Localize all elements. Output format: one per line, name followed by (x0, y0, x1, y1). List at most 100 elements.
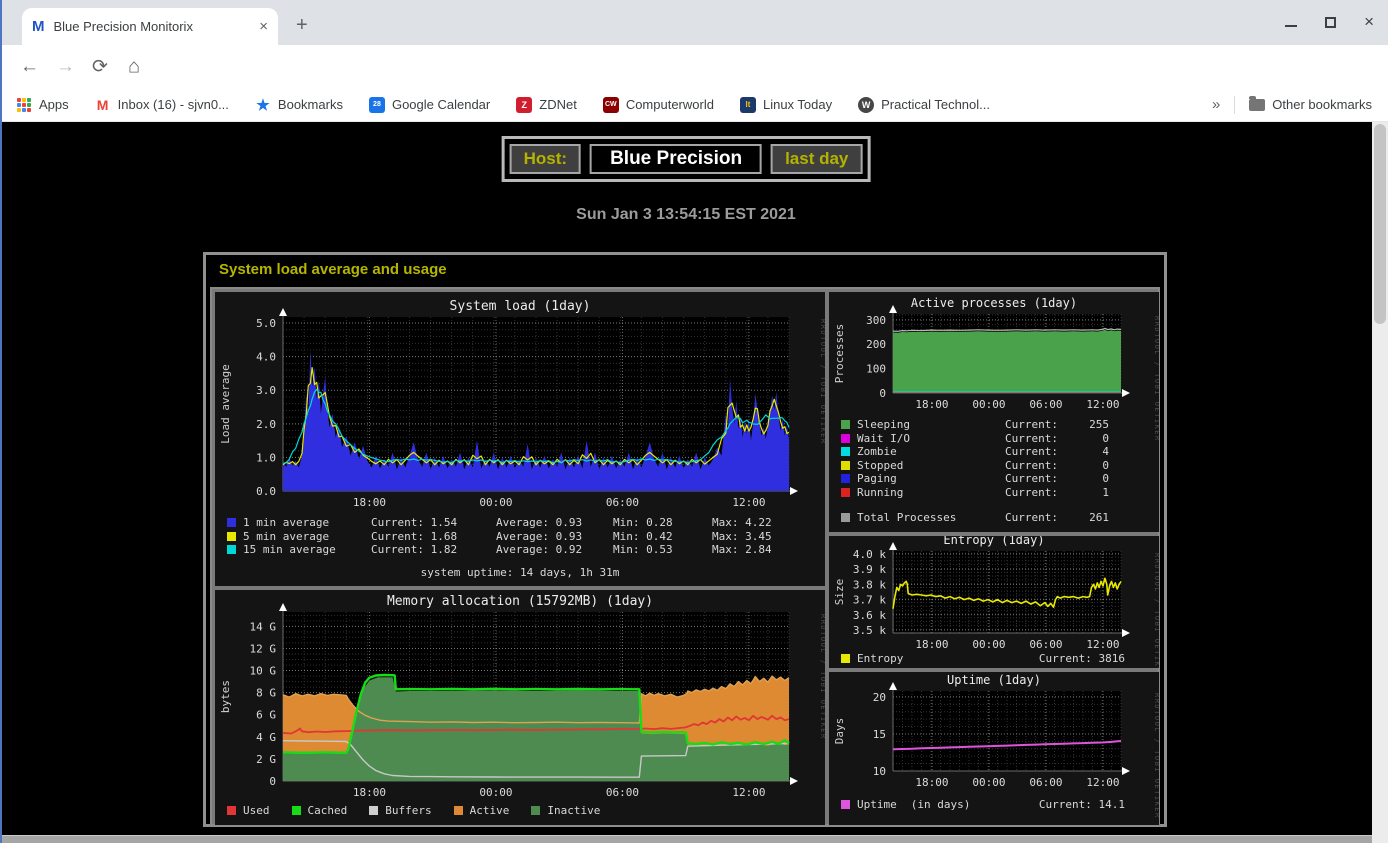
legend-text: Max: 4.22 (712, 516, 772, 530)
legend-text: Max: 3.45 (712, 529, 772, 543)
legend-text: Current: (1005, 472, 1058, 486)
star-blue-icon: ★ (256, 96, 270, 114)
svg-text:12:00: 12:00 (1086, 638, 1119, 651)
back-icon[interactable]: ← (20, 55, 39, 77)
legend-swatch (841, 460, 850, 470)
window-close-button[interactable]: × (1364, 12, 1374, 31)
uptime-legend: Uptime (in days) Current: 14.1 (829, 798, 1159, 812)
report-datetime: Sun Jan 3 13:54:15 EST 2021 (576, 206, 796, 223)
svg-text:Memory allocation (15792MB) (: Memory allocation (15792MB) (1day) (387, 594, 653, 609)
active-processes-graph[interactable]: 0 100 200 300 18:00 00:00 06:00 12:00 Active pro… (829, 292, 1159, 532)
legend-text: Inactive (547, 804, 601, 818)
legend-text: 1 (1102, 485, 1109, 499)
bookmarks-overflow-icon[interactable]: » (1211, 96, 1221, 113)
svg-text:8 G: 8 G (256, 687, 276, 700)
processes-legend: Sleeping Current: 255 Wait I/O Current: 0 Zomb… (829, 418, 1159, 525)
legend-text: Current: 1.68 (371, 529, 458, 543)
window-minimize-button[interactable] (1285, 25, 1298, 27)
bookmark-label: Bookmarks (277, 97, 343, 112)
section-title: System load average and usage (219, 261, 447, 278)
svg-text:06:00: 06:00 (1029, 638, 1062, 651)
bookmark-item[interactable]: lt Linux Today (739, 96, 833, 113)
svg-text:18:00: 18:00 (915, 638, 948, 651)
svg-text:00:00: 00:00 (479, 496, 512, 509)
svg-text:3.9 k: 3.9 k (853, 563, 886, 576)
bookmark-label: Google Calendar (391, 97, 491, 112)
legend-swatch (841, 474, 850, 484)
bookmark-item[interactable]: W Practical Technol... (858, 96, 990, 113)
tab-close-icon[interactable]: × (259, 18, 268, 35)
legend-swatch (531, 806, 541, 816)
svg-text:00:00: 00:00 (972, 638, 1005, 651)
forward-icon[interactable]: → (56, 55, 75, 77)
svg-text:2.0: 2.0 (256, 418, 276, 431)
uptime-plot: 10 15 20 18:00 00:00 06:00 12:00 Uptime (1day) D… (829, 672, 1159, 825)
legend-text: 4 (1102, 445, 1109, 459)
svg-text:3.7 k: 3.7 k (853, 594, 886, 607)
legend-text: Paging (857, 472, 897, 486)
scrollbar-thumb[interactable] (1374, 124, 1386, 324)
bookmark-item[interactable]: ★ Bookmarks (255, 96, 343, 114)
system-load-graph[interactable]: 0.0 1.0 2.0 3.0 4.0 5.0 18:00 00:00 06:00 12:00 Sy… (215, 292, 825, 586)
bookmark-item[interactable]: 28 Google Calendar (368, 96, 491, 113)
legend-swatch (291, 806, 301, 816)
legend-text: 0 (1102, 458, 1109, 472)
window-maximize-button[interactable] (1325, 16, 1337, 28)
new-tab-button[interactable]: + (296, 14, 308, 36)
legend-text: Current: (1005, 445, 1058, 459)
legend-text: Min: 0.42 (613, 529, 673, 543)
legend-text: Stopped (857, 458, 904, 472)
bookmark-label: ZDNet (539, 97, 577, 112)
browser-tab[interactable]: M Blue Precision Monitorix × (22, 8, 278, 45)
bookmark-item[interactable]: Z ZDNet (516, 96, 577, 113)
legend-text: 5 min average (243, 529, 330, 543)
svg-text:100: 100 (866, 363, 886, 376)
legend-text: Wait I/O (857, 431, 910, 445)
bookmark-item[interactable]: M Inbox (16) - sjvn0... (95, 97, 229, 113)
svg-text:0: 0 (269, 775, 276, 788)
svg-text:0.0: 0.0 (256, 485, 276, 498)
svg-text:18:00: 18:00 (353, 496, 386, 509)
svg-text:Size: Size (833, 579, 846, 606)
legend-text: Current: (1005, 511, 1058, 525)
memory-allocation-graph[interactable]: 0 2 G 4 G 6 G 8 G 10 G 12 G 14 G 18:00 00:00 06:00… (215, 590, 825, 825)
legend-text: Zombie (857, 445, 897, 459)
legend-swatch (369, 806, 379, 816)
svg-text:Active processes (1day): Active processes (1day) (911, 296, 1077, 310)
bookmark-label: Linux Today (762, 97, 833, 112)
reload-icon[interactable]: ⟳ (92, 56, 108, 77)
uptime-graph[interactable]: 10 15 20 18:00 00:00 06:00 12:00 Uptime (1day) D… (829, 672, 1159, 825)
bookmarks-bar: Apps M Inbox (16) - sjvn0... ★ Bookmarks 28 Go… (0, 88, 1388, 122)
bookmark-item[interactable]: CW Computerworld (602, 96, 714, 113)
legend-swatch (453, 806, 463, 816)
legend-text: Current: (1005, 458, 1058, 472)
legend-swatch (841, 487, 850, 497)
svg-text:12 G: 12 G (250, 642, 277, 655)
zdnet-icon: Z (516, 96, 533, 113)
scrollbar[interactable] (1372, 122, 1388, 843)
legend-text: Max: 2.84 (712, 543, 772, 557)
legend-text: 1 min average (243, 516, 330, 530)
svg-text:06:00: 06:00 (1029, 776, 1062, 789)
monitorix-favicon: M (32, 18, 45, 35)
svg-text:10 G: 10 G (250, 665, 277, 678)
svg-text:2 G: 2 G (256, 753, 276, 766)
home-icon[interactable]: ⌂ (128, 55, 141, 77)
legend-total-row: Total Processes Current: 261 (829, 511, 1159, 525)
legend-text: Min: 0.28 (613, 516, 673, 530)
svg-text:Processes: Processes (833, 324, 846, 384)
svg-text:20: 20 (873, 691, 886, 704)
svg-text:System load (1day): System load (1day) (450, 299, 591, 314)
svg-text:4.0: 4.0 (256, 351, 276, 364)
gmail-icon: M (96, 96, 109, 113)
bookmark-item[interactable]: Apps (16, 97, 69, 113)
legend-text: Active (469, 804, 510, 818)
entropy-graph[interactable]: 3.5 k 3.6 k 3.7 k 3.8 k 3.9 k 4.0 k 18:00 00:00… (829, 536, 1159, 668)
svg-text:10: 10 (873, 765, 886, 778)
host-label: Host: (509, 144, 582, 174)
legend-text: Uptime (857, 798, 897, 812)
memory-plot: 0 2 G 4 G 6 G 8 G 10 G 12 G 14 G 18:00 00:00 06:00… (215, 590, 825, 825)
browser-titlebar: M Blue Precision Monitorix × + × (0, 0, 1388, 45)
other-bookmarks-button[interactable]: Other bookmarks (1249, 95, 1372, 112)
